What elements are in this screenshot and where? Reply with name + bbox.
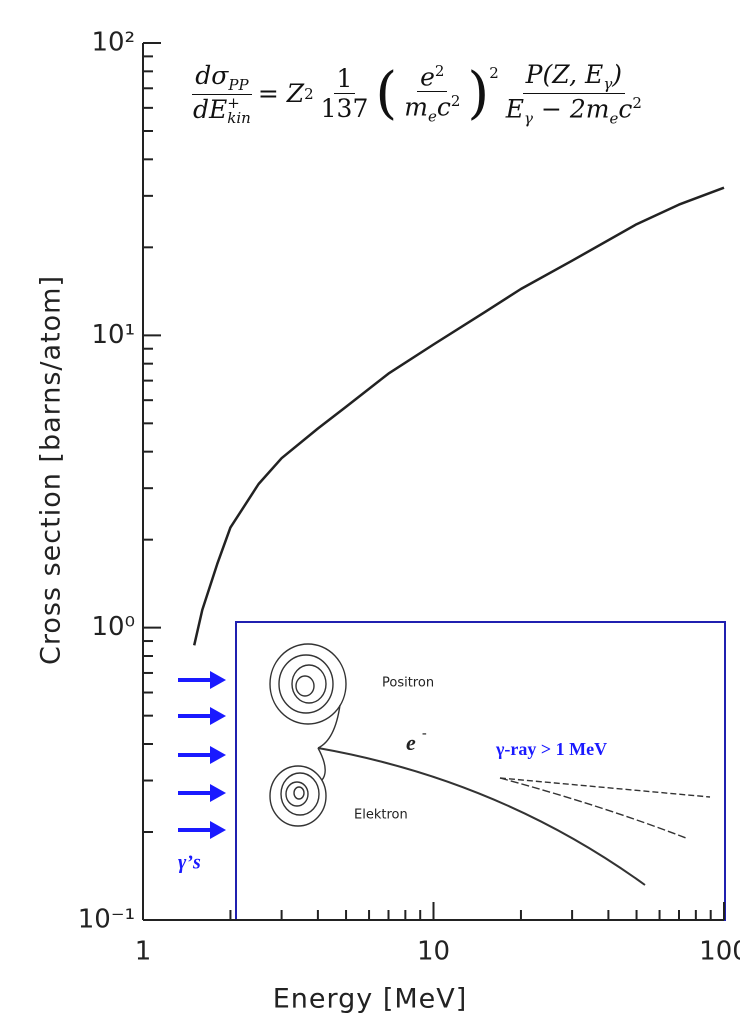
formula-text: − 2m xyxy=(533,94,610,124)
x-tick-label: 10 xyxy=(417,937,450,967)
x-tick-label: 100 xyxy=(699,937,740,967)
formula-text: m xyxy=(404,92,428,122)
positron-label: Positron xyxy=(382,676,434,691)
inset-frame xyxy=(235,621,726,921)
y-tick-label: 10⁰ xyxy=(91,612,135,642)
formula-sub: kin xyxy=(227,109,251,128)
formula-text: 137 xyxy=(320,94,369,124)
formula-text: 1 xyxy=(333,64,356,95)
formula-text: ) xyxy=(612,60,623,89)
formula-sub: γ xyxy=(603,75,613,93)
lhs-fraction: dσPP dE + kin xyxy=(190,61,254,127)
x-axis-title: Energy [MeV] xyxy=(273,984,468,1015)
formula-sup: 2 xyxy=(632,94,642,112)
electron-sup: - xyxy=(422,726,427,741)
y-tick-label: 10¹ xyxy=(91,320,135,350)
y-axis-title: Cross section [barns/atom] xyxy=(36,275,67,665)
y-tick-label: 10⁻¹ xyxy=(78,905,135,935)
formula-sup: 2 xyxy=(434,61,445,80)
formula-text: P(Z, E xyxy=(525,60,604,89)
formula-sub: e xyxy=(427,107,437,126)
formula-text: dE xyxy=(193,94,228,124)
formula-text: c xyxy=(436,92,451,122)
data-line xyxy=(192,186,725,646)
formula-paren: ) xyxy=(467,60,490,126)
formula-sup: 2 xyxy=(489,64,499,82)
tracks xyxy=(269,643,711,886)
formula-sub: γ xyxy=(524,109,534,128)
formula-text: c xyxy=(618,94,633,124)
formula-sub: PP xyxy=(228,75,249,94)
const-fraction: 1 137 xyxy=(318,64,372,123)
paren-fraction: e2 mec2 xyxy=(401,62,463,126)
formula-paren: ( xyxy=(375,60,398,126)
gammas-label: γ’s xyxy=(178,852,201,874)
formula-sup: 2 xyxy=(304,84,314,103)
gamma-ray-label: γ-ray > 1 MeV xyxy=(495,739,607,759)
gamma-arrows xyxy=(178,671,226,839)
formula-sub: e xyxy=(609,109,619,128)
electron-label: Elektron xyxy=(354,808,408,823)
formula-text: E xyxy=(505,94,525,124)
y-tick-label: 10² xyxy=(91,28,135,58)
inset-photo: Positron Elektron e - γ-ray > 1 MeV γ’s xyxy=(178,621,726,921)
formula-text: dσ xyxy=(195,60,229,90)
p-fraction: P(Z, Eγ) Eγ − 2mec2 xyxy=(503,60,645,127)
electron-symbol: e xyxy=(406,730,416,755)
formula-text: = Z xyxy=(257,79,305,109)
formula-sup: + xyxy=(227,94,240,113)
x-tick-label: 1 xyxy=(135,937,152,967)
formula-sup: 2 xyxy=(450,92,461,111)
formula-text: e xyxy=(420,62,435,92)
